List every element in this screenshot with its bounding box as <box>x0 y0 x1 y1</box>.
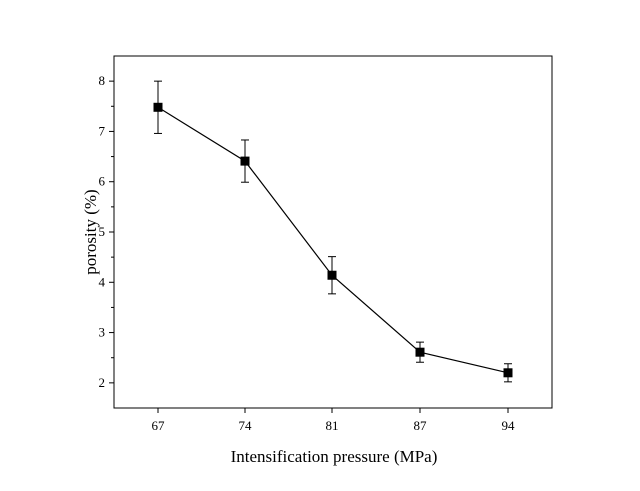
x-tick-label-81: 81 <box>326 418 339 433</box>
data-point-67 <box>153 102 163 112</box>
y-tick-label-2: 2 <box>99 375 106 390</box>
y-tick-label-7: 7 <box>99 123 106 138</box>
y-axis-title: porosity (%) <box>81 189 100 274</box>
y-tick-label-3: 3 <box>99 325 106 340</box>
plot-frame <box>113 55 553 409</box>
x-tick-label-87: 87 <box>414 418 428 433</box>
data-point-94 <box>503 368 513 378</box>
x-tick-label-74: 74 <box>239 418 253 433</box>
x-tick-label-67: 67 <box>152 418 166 433</box>
y-tick-label-5: 5 <box>99 224 106 239</box>
data-points <box>153 102 513 378</box>
data-point-87 <box>415 347 425 357</box>
series-line <box>157 106 509 374</box>
error-bars <box>154 80 512 383</box>
y-tick-label-4: 4 <box>99 274 106 289</box>
x-axis-title: Intensification pressure (MPa) <box>231 447 438 466</box>
y-tick-label-6: 6 <box>99 174 106 189</box>
data-point-81 <box>327 270 337 280</box>
data-point-74 <box>240 156 250 166</box>
x-axis: 67 74 81 87 94 <box>152 408 516 433</box>
y-axis: 2 3 4 5 6 7 8 <box>99 73 114 390</box>
x-tick-label-94: 94 <box>502 418 516 433</box>
y-tick-label-8: 8 <box>99 73 106 88</box>
